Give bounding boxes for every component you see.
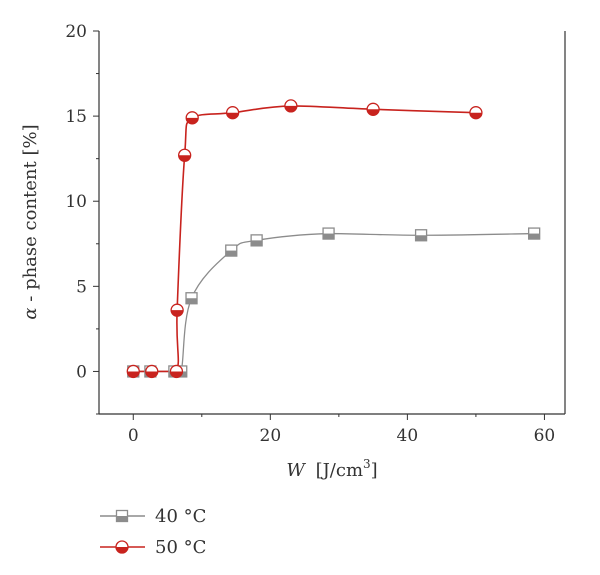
circle-marker: [366, 102, 380, 116]
circle-marker: [169, 364, 184, 379]
data-markers: [126, 99, 541, 379]
y-tick-label: 10: [65, 192, 87, 212]
circle-marker: [115, 540, 129, 554]
y-tick-label: 5: [76, 277, 87, 297]
legend-label: 40 °C: [155, 506, 206, 527]
y-tick-label: 15: [65, 107, 87, 127]
y-axis-title: α - phase content [%]: [20, 124, 41, 319]
circle-marker: [225, 106, 240, 120]
circle-marker: [126, 364, 140, 379]
legend: 40 °C 50 °C: [100, 506, 206, 558]
circle-marker: [170, 303, 184, 317]
square-marker: [322, 227, 335, 240]
circle-marker: [145, 364, 159, 379]
axes: 0 5 10 15 20 0 20 40 60: [65, 22, 566, 446]
circle-marker: [178, 148, 192, 162]
y-tick-label: 0: [76, 362, 87, 382]
square-marker: [250, 234, 263, 247]
circle-marker: [284, 99, 298, 113]
square-marker: [225, 244, 238, 257]
x-tick-label: 0: [128, 426, 139, 446]
square-marker: [528, 227, 541, 240]
square-marker: [414, 229, 428, 242]
circle-marker: [469, 106, 483, 120]
square-marker: [115, 509, 129, 523]
circle-marker: [185, 111, 199, 125]
y-tick-label: 20: [65, 22, 87, 42]
x-tick-label: 20: [260, 426, 282, 446]
square-marker: [185, 292, 198, 305]
legend-label: 50 °C: [155, 537, 206, 558]
x-tick-label: 40: [397, 426, 419, 446]
x-tick-label: 60: [534, 426, 556, 446]
x-axis-title: W [J/cm3]: [286, 457, 377, 481]
